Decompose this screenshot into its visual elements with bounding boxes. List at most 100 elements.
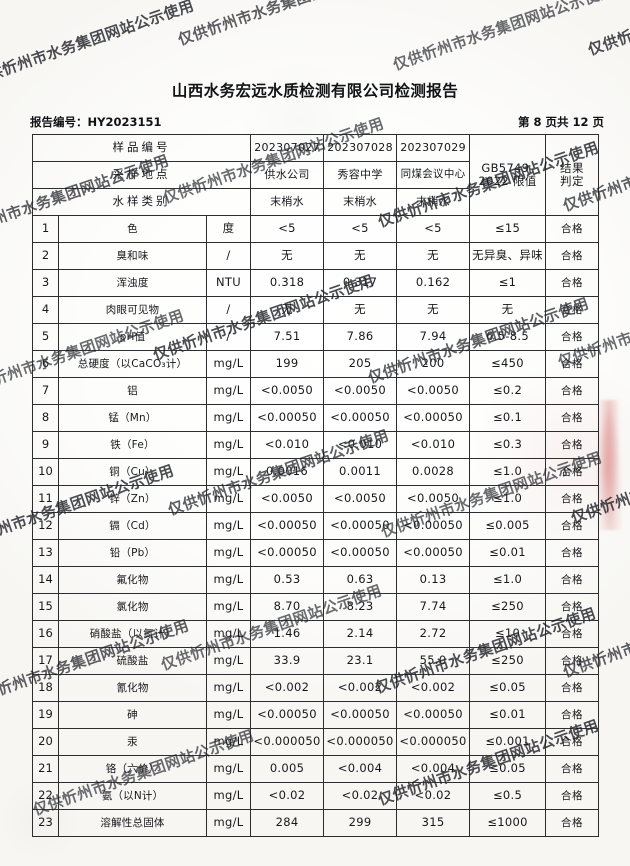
value-sample-1: <0.00050 [250,404,325,432]
value-sample-2: <0.010 [323,431,398,459]
table-row: 5 pH值/7.51 7.86 7.94 6.5-8.5 合格 [32,323,600,351]
value-sample-3: 7.74 [396,593,471,621]
table-row: 17 硫酸盐 mg/L 33.9 23.1 55.0 ≤250 合格 [32,647,600,675]
sample-no-2: 202307028 [323,134,398,162]
parameter-name: 汞 [58,728,207,756]
value-sample-3: 55.0 [396,647,471,675]
row-index: 20 [32,728,59,756]
table-row: 22 氨（以N计） mg/L <0.02 <0.02 <0.02 ≤0.5 合格 [32,782,600,810]
value-sample-1: <5 [250,215,325,243]
result-judgement: 合格 [545,269,600,297]
standard-limit: ≤10 [469,620,547,648]
parameter-unit: mg/L [205,404,252,432]
row-index: 15 [32,593,59,621]
parameter-name: 氯化物 [58,593,207,621]
parameter-unit: / [205,296,252,324]
value-sample-3: <0.010 [396,431,471,459]
row-index: 12 [32,512,59,540]
result-judgement: 合格 [545,296,600,324]
parameter-name: 氟化物 [58,566,207,594]
value-sample-1: <0.000050 [250,728,325,756]
value-sample-2: 7.86 [323,323,398,351]
value-sample-1: <0.00050 [250,512,325,540]
parameter-unit: mg/L [205,809,252,837]
value-sample-2: <5 [323,215,398,243]
result-judgement: 合格 [545,512,600,540]
value-sample-2: 205 [323,350,398,378]
table-row: 2 臭和味 / 无无无无异臭、异味 合格 [32,242,600,270]
standard-limit: ≤1000 [469,809,547,837]
parameter-unit: mg/L [205,350,252,378]
standard-limit: ≤0.3 [469,431,547,459]
result-judgement: 合格 [545,647,600,675]
result-judgement: 合格 [545,485,600,513]
parameter-name: 砷 [58,701,207,729]
result-judgement: 合格 [545,242,600,270]
parameter-name: 铝 [58,377,207,405]
standard-limit: ≤250 [469,593,547,621]
result-judgement: 合格 [545,431,600,459]
parameter-unit: mg/L [205,377,252,405]
value-sample-2: <0.0050 [323,377,398,405]
table-header-row-sample-site: 采样地点 供水公司 秀容中学 同煤会议中心 [31,161,599,189]
water-type-3: 末梢水 [396,188,471,216]
row-index: 3 [32,269,59,297]
value-sample-3: <0.002 [396,674,471,702]
table-row: 12 镉（Cd） mg/L <0.00050 <0.00050 <0.00050 ≤0.00… [32,512,600,540]
page-number: 第 8 页共 12 页 [517,115,604,129]
table-row: 16 硝酸盐（以氮计） mg/L 1.46 2.14 2.72 ≤10 合格 [32,620,600,648]
table-row: 10 铜（Cu） mg/L 0.0016 0.0011 0.0028 ≤1.0 合格 [32,458,600,486]
header-label-sample-no: 样品编号 [31,134,252,162]
value-sample-3: <0.00050 [396,701,471,729]
parameter-name: 硝酸盐（以氮计） [58,620,207,648]
parameter-unit: mg/L [205,431,252,459]
standard-limit-header: GB5749- 2022 限值 [469,134,547,216]
parameter-unit: / [205,242,252,270]
standard-limit: ≤250 [469,647,547,675]
value-sample-1: 1.46 [250,620,325,648]
table-row: 14 氟化物 mg/L 0.53 0.63 0.13 ≤1.0 合格 [32,566,600,594]
row-index: 17 [32,647,59,675]
result-header-line1: 结果 [560,160,585,175]
result-judgement: 合格 [545,404,600,432]
table-row: 7 铝 mg/L <0.0050 <0.0050 <0.0050 ≤0.2 合格 [32,377,600,405]
table-row: 3 浑浊度 NTU 0.318 0.317 0.162 ≤1 合格 [32,269,600,297]
value-sample-3: <0.0050 [396,485,471,513]
value-sample-3: <0.004 [396,755,471,783]
standard-limit: ≤0.01 [469,539,547,567]
header-label-sample-site: 采样地点 [31,161,252,189]
parameter-name: 铁（Fe） [58,431,207,459]
row-index: 19 [32,701,59,729]
standard-limit: 6.5-8.5 [469,323,547,351]
standard-limit: ≤0.2 [469,377,547,405]
row-index: 6 [32,350,59,378]
table-row: 9 铁（Fe） mg/L <0.010 <0.010 <0.010 ≤0.3 合格 [32,431,600,459]
value-sample-1: 无 [250,242,325,270]
value-sample-3: 7.94 [396,323,471,351]
value-sample-1: <0.0050 [250,485,325,513]
report-number: 报告编号：HY2023151 [30,115,162,129]
table-row: 11 锌（Zn） mg/L <0.0050 <0.0050 <0.0050 ≤1.0 合格 [32,485,600,513]
parameter-name: 硫酸盐 [58,647,207,675]
water-type-1: 末梢水 [250,188,325,216]
parameter-unit: mg/L [205,755,252,783]
parameter-name: 氨（以N计） [58,782,207,810]
row-index: 16 [32,620,59,648]
parameter-unit: mg/L [205,620,252,648]
standard-limit: 无 [469,296,547,324]
parameter-name: 色 [58,215,207,243]
standard-header-line2: 2022 限值 [478,174,537,188]
parameter-name: 氰化物 [58,674,207,702]
value-sample-1: <0.00050 [250,539,325,567]
table-row: 23 溶解性总固体 mg/L 284 299 315 ≤1000 合格 [32,809,600,837]
row-index: 21 [32,755,59,783]
row-index: 4 [32,296,59,324]
value-sample-1: 8.70 [250,593,325,621]
result-judgement: 合格 [545,728,600,756]
sample-site-2: 秀容中学 [323,161,398,189]
standard-limit: ≤1.0 [469,566,547,594]
parameter-name: 铅（Pb） [58,539,207,567]
value-sample-2: 0.0011 [323,458,398,486]
parameter-name: 锌（Zn） [58,485,207,513]
row-index: 1 [32,215,59,243]
